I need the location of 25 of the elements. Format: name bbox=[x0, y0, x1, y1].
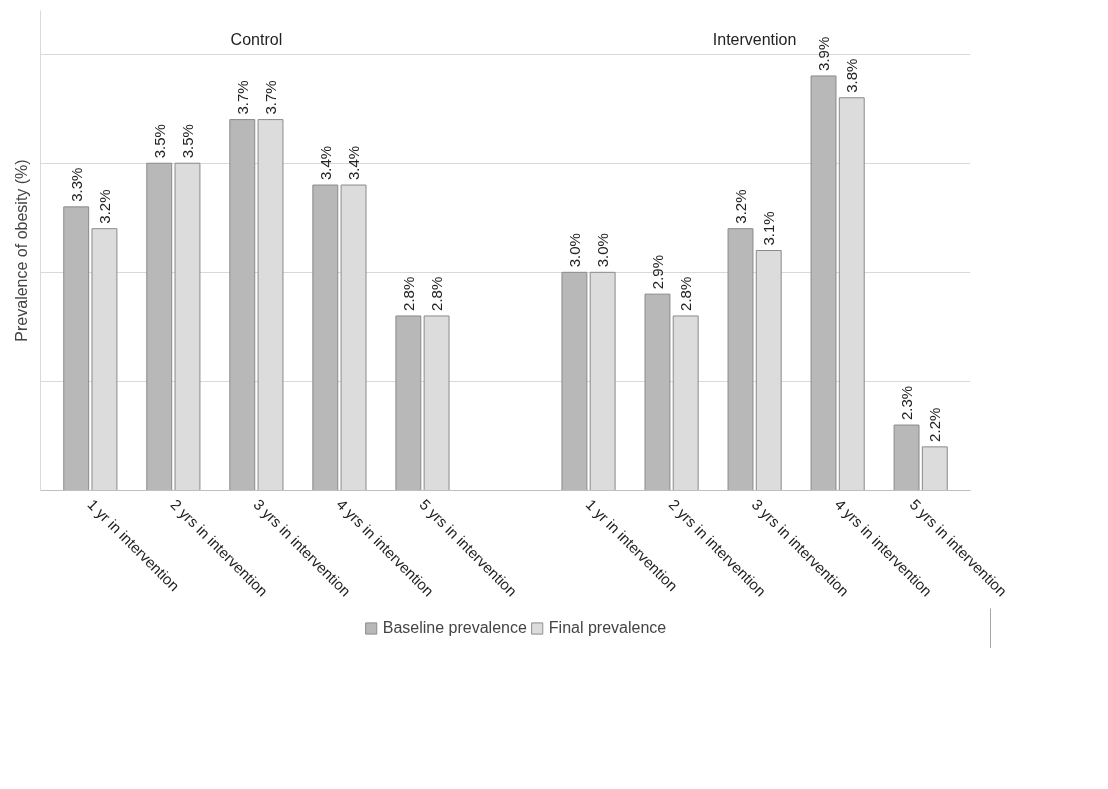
data-label: 2.3% bbox=[898, 385, 916, 421]
data-label: 2.8% bbox=[428, 276, 446, 311]
data-label: 2.9% bbox=[648, 254, 666, 290]
data-label: 3.3% bbox=[67, 167, 85, 202]
legend-label: Baseline prevalence bbox=[382, 619, 527, 637]
data-label: 3.1% bbox=[760, 211, 778, 246]
data-label: 2.8% bbox=[677, 276, 695, 311]
data-label: 3.9% bbox=[815, 36, 833, 71]
annotation: Control bbox=[230, 31, 283, 49]
y-axis-title: Prevalence of obesity (%) bbox=[12, 159, 30, 342]
data-label: 3.5% bbox=[178, 124, 196, 159]
data-label: 3.8% bbox=[843, 58, 861, 93]
data-label: 3.0% bbox=[594, 233, 612, 268]
data-label: 3.2% bbox=[731, 189, 749, 224]
data-label: 3.2% bbox=[95, 189, 113, 224]
data-label: 3.7% bbox=[262, 80, 280, 115]
legend-label: Final prevalence bbox=[548, 619, 667, 637]
data-label: 3.4% bbox=[345, 145, 363, 181]
data-label: 2.8% bbox=[399, 276, 417, 311]
data-label: 3.0% bbox=[565, 233, 583, 268]
data-label: 3.4% bbox=[316, 145, 334, 181]
data-label: 2.2% bbox=[926, 407, 944, 442]
data-label: 3.5% bbox=[150, 124, 168, 159]
annotation: Intervention bbox=[712, 31, 797, 49]
data-label: 3.7% bbox=[233, 80, 251, 115]
